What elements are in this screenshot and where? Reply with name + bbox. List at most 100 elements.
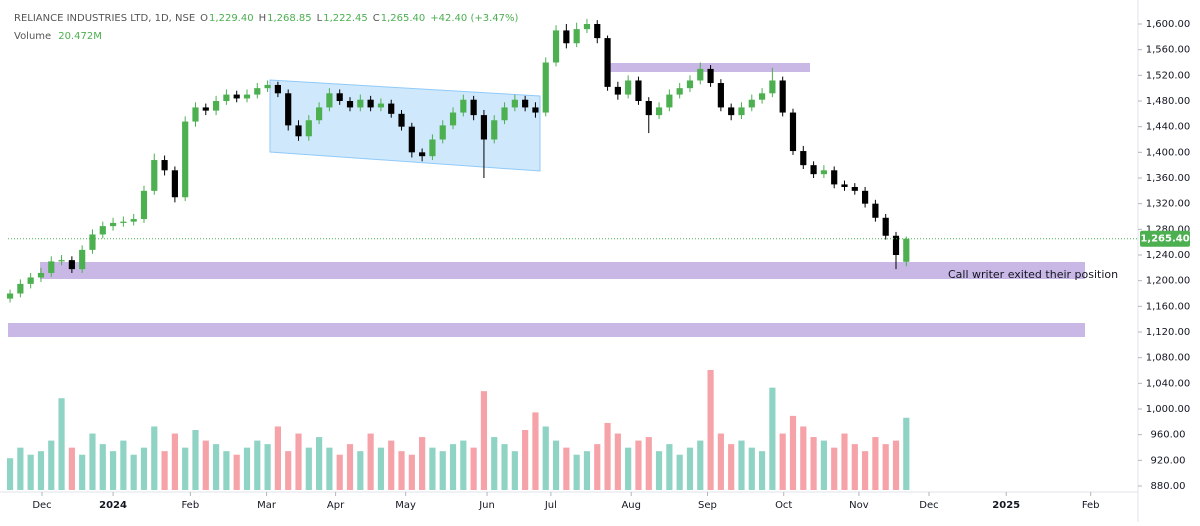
candle-body [346, 101, 354, 108]
candle-body [79, 249, 86, 270]
y-tick-label: 1,520.00 [1146, 70, 1191, 81]
candle-body [789, 112, 797, 152]
volume-bar [841, 433, 848, 490]
candle-body [573, 29, 580, 44]
price-tag: 1,265.40 [1140, 234, 1189, 245]
x-tick-label: Apr [327, 500, 345, 511]
candle-body [439, 125, 446, 140]
volume-bar [285, 451, 292, 490]
volume-bar [346, 444, 354, 490]
candle-body [583, 24, 591, 30]
candle-body [851, 186, 858, 191]
ohlc-key: L [317, 13, 323, 24]
y-tick-label: 880.00 [1151, 481, 1186, 492]
candle-body [522, 99, 529, 108]
volume-bar [511, 451, 518, 490]
candle-body [903, 238, 910, 262]
candle-body [99, 226, 106, 235]
candle-body [831, 170, 838, 185]
volume-bar [48, 440, 55, 490]
support-zone [40, 262, 1085, 279]
volume-bar [316, 437, 323, 490]
candle-body [604, 38, 611, 87]
candle-body [171, 170, 178, 198]
candle-body [769, 80, 776, 94]
volume-bar [377, 447, 385, 490]
candle-body [192, 107, 199, 122]
volume-bar [769, 387, 776, 490]
volume-bar [697, 440, 704, 490]
legend-header: RELIANCE INDUSTRIES LTD, 1D, NSE O 1,229.4… [14, 13, 518, 42]
candle-body [120, 221, 127, 223]
volume-bar [243, 447, 251, 490]
y-tick-label: 1,200.00 [1146, 276, 1191, 287]
x-tick-label: Dec [32, 500, 51, 511]
volume-bar [326, 447, 333, 490]
candle-body [460, 99, 467, 113]
x-tick-label: 2025 [992, 500, 1020, 511]
candle-body [552, 30, 560, 63]
candle-body [17, 283, 24, 294]
candle-body [738, 107, 745, 116]
candle-body [614, 86, 621, 95]
volume-bar [583, 451, 591, 490]
volume-bar [594, 444, 601, 490]
ohlc-value: 1,229.40 [209, 13, 254, 24]
y-tick-label: 1,120.00 [1146, 327, 1191, 338]
x-tick-label: Jun [478, 500, 495, 511]
volume-bar [449, 444, 457, 490]
volume-bar [171, 433, 178, 490]
candle-body [728, 107, 735, 116]
candle-body [563, 30, 570, 44]
x-tick-label: Dec [919, 500, 938, 511]
volume-bar [89, 433, 96, 490]
volume-bar [882, 444, 889, 490]
candle-body [532, 107, 539, 113]
volume-bar [748, 447, 755, 490]
candle-body [429, 139, 436, 157]
volume-bar [120, 440, 127, 490]
volume-bar [161, 451, 168, 490]
ohlc-value: 1,222.45 [323, 13, 368, 24]
volume-bar [17, 447, 24, 490]
volume-bar [305, 447, 312, 490]
volume-bar [728, 444, 735, 490]
volume-bar [223, 451, 230, 490]
volume-bar [68, 447, 75, 490]
volume-bar [27, 454, 34, 490]
symbol: RELIANCE INDUSTRIES LTD, 1D, NSE [14, 13, 195, 24]
volume-bar [439, 451, 446, 490]
candle-body [151, 160, 158, 191]
volume-bar [357, 451, 364, 490]
volume-bar [398, 451, 405, 490]
volume-bar [552, 440, 560, 490]
volume-bar [470, 447, 477, 490]
candle-body [697, 68, 704, 81]
candle-body [295, 125, 302, 137]
candle-body [717, 83, 724, 108]
volume-bar [367, 433, 374, 490]
candle-body [223, 94, 230, 101]
candle-body [305, 120, 312, 137]
x-tick-label: Nov [849, 500, 869, 511]
resistance-zone [605, 63, 810, 72]
volume-bar [388, 440, 395, 490]
x-tick-label: Sep [698, 500, 717, 511]
x-tick-label: May [395, 500, 416, 511]
volume-bar [862, 451, 869, 490]
candle-body [666, 94, 673, 108]
volume-bar [635, 440, 642, 490]
candle-body [336, 93, 343, 101]
support-zone [8, 323, 1085, 337]
candle-body [161, 160, 168, 171]
candle-body [820, 170, 827, 175]
candle-body [130, 219, 137, 222]
candle-body [419, 152, 426, 157]
volume-bar [213, 444, 220, 490]
candle-body [449, 112, 457, 126]
volume-bar [202, 440, 209, 490]
y-tick-label: 1,480.00 [1146, 96, 1191, 107]
candle-body [892, 235, 900, 255]
volume-bar [892, 440, 900, 490]
volume-bar [645, 437, 652, 490]
